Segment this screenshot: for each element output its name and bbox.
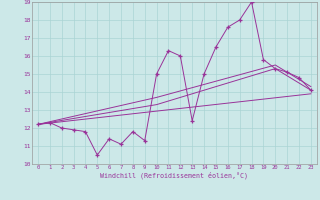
X-axis label: Windchill (Refroidissement éolien,°C): Windchill (Refroidissement éolien,°C) <box>100 172 248 179</box>
